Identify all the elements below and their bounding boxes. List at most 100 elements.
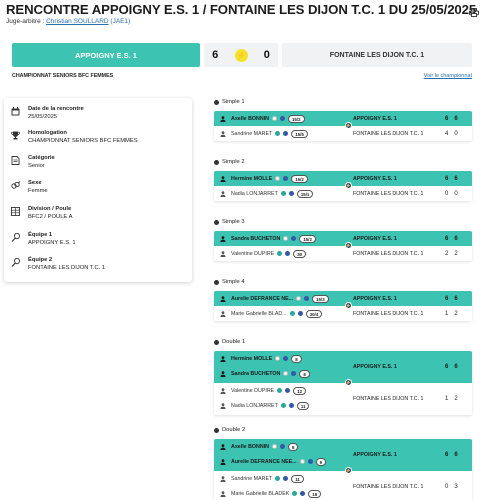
set-score: 2 — [454, 310, 458, 317]
away-team-banner: FONTAINE LES DIJON T.C. 1 — [282, 43, 472, 67]
status-dot — [275, 356, 281, 361]
lightning-icon: ⚡ — [345, 242, 352, 249]
player-row[interactable]: Sandrine MARET 15/5 — [231, 127, 308, 140]
home-score: 6 — [212, 49, 219, 61]
team-name: APPOIGNY E.S. 1 — [353, 235, 397, 242]
info-row: Sexe Femme — [11, 180, 48, 194]
info-value: BFC2 / POULE A — [28, 214, 73, 220]
home-side: Axelle BONNIN 8 Aurelie DEFRANCE NEE... 9 AP… — [214, 439, 472, 471]
ranking-badge: 8 — [287, 442, 299, 451]
view-championship-link[interactable]: Voir le championnat — [423, 73, 472, 79]
printer-icon[interactable] — [469, 8, 479, 17]
player-name[interactable]: Valentine DUPIRE — [231, 250, 275, 257]
lightning-icon: ⚡ — [345, 182, 352, 189]
club-dot — [288, 191, 294, 196]
match-card[interactable]: Hermine MOLLE 15/2 APPOIGNY E.S. 1 6 6 Nadia … — [214, 171, 472, 201]
status-dot — [271, 444, 277, 449]
player-icon — [220, 370, 226, 377]
player-row[interactable]: Sandrine MARET 11 — [231, 472, 304, 485]
player-row[interactable]: Axelle BONNIN 8 — [231, 440, 299, 453]
tennis-ball-icon — [214, 279, 219, 285]
player-row[interactable]: Aurelie DEFRANCE NE... 15/3 — [231, 292, 329, 305]
status-dot — [299, 459, 305, 464]
set-score: 6 — [454, 364, 458, 370]
player-row[interactable]: Marie Gabrielle BLAD... 30/4 — [231, 307, 323, 320]
team-name: FONTAINE LES DIJON T.C. 1 — [353, 484, 424, 490]
info-label: Catégorie — [28, 155, 55, 161]
status-dot — [275, 476, 281, 481]
set-score: 2 — [454, 396, 458, 402]
player-row[interactable]: Axelle BONNIN 15/2 — [231, 112, 305, 125]
set-score: 6 — [445, 175, 449, 182]
score-box: 6 ⚡ 0 — [204, 43, 278, 67]
player-name[interactable]: Nadia LONJARRET — [231, 402, 278, 409]
ranking-badge: 30 — [293, 249, 307, 258]
player-icon — [220, 130, 226, 137]
match-card[interactable]: Axelle BONNIN 8 Aurelie DEFRANCE NEE... 9 AP… — [214, 439, 472, 500]
match-title: Simple 4 — [214, 277, 245, 287]
player-row[interactable]: Nadia LONJARRET 15/1 — [231, 187, 314, 200]
team-name: APPOIGNY E.S. 1 — [353, 175, 397, 182]
player-name[interactable]: Hermine MOLLE — [231, 175, 273, 182]
match-card[interactable]: Hermine MOLLE 8 Sandra BUCHETON 8 APPOIGNY E… — [214, 351, 472, 415]
player-name[interactable]: Axelle BONNIN — [231, 443, 269, 450]
info-text: Catégorie Senior — [28, 155, 55, 169]
player-row[interactable]: Aurelie DEFRANCE NEE... 9 — [231, 455, 327, 468]
lightning-icon: ⚡ — [234, 48, 248, 62]
player-name[interactable]: Aurelie DEFRANCE NE... — [231, 295, 294, 302]
set-score: 6 — [454, 295, 458, 302]
document-icon — [11, 156, 20, 165]
player-name[interactable]: Marie Gabrielle BLADEK — [231, 490, 290, 497]
ranking-badge: 15/2 — [299, 234, 316, 243]
player-name[interactable]: Sandrine MARET — [231, 130, 273, 137]
referee-class: (JAE1) — [110, 18, 131, 25]
ranking-badge: 16 — [308, 489, 322, 498]
info-label: Division / Poule — [28, 206, 72, 212]
match-card[interactable]: Sandra BUCHETON 15/2 APPOIGNY E.S. 1 6 6 Vale… — [214, 231, 472, 261]
match-title-text: Simple 1 — [222, 99, 245, 105]
club-dot — [279, 116, 285, 121]
player-name[interactable]: Aurelie DEFRANCE NEE... — [231, 458, 297, 465]
info-label: Sexe — [28, 180, 42, 186]
team-name: APPOIGNY E.S. 1 — [353, 115, 397, 122]
referee-name-link[interactable]: Christian SOULLARD — [46, 18, 109, 25]
player-icon — [220, 295, 226, 302]
match-title-text: Double 2 — [222, 427, 246, 433]
set-score: 0 — [445, 190, 449, 197]
bracket-icon — [11, 207, 20, 216]
player-name[interactable]: Sandra BUCHETON — [231, 370, 281, 377]
info-value: APPOIGNY E.S. 1 — [28, 240, 76, 246]
status-dot — [280, 191, 286, 196]
info-row: Division / Poule BFC2 / POULE A — [11, 206, 72, 220]
player-row[interactable]: Sandra BUCHETON 15/2 — [231, 232, 316, 245]
player-row[interactable]: Valentine DUPIRE 30 — [231, 247, 307, 260]
tennis-ball-icon — [214, 219, 219, 225]
player-row[interactable]: Hermine MOLLE 15/2 — [231, 172, 308, 185]
player-row[interactable]: Nadia LONJARRET 11 — [231, 399, 310, 412]
status-dot — [283, 236, 289, 241]
player-row[interactable]: Valentine DUPIRE 12 — [231, 384, 307, 397]
ranking-badge: 30/4 — [305, 309, 323, 318]
player-row[interactable]: Hermine MOLLE 8 — [231, 352, 302, 365]
info-label: Homologation — [28, 130, 67, 136]
player-name[interactable]: Hermine MOLLE — [231, 355, 273, 362]
player-name[interactable]: Nadia LONJARRET — [231, 190, 278, 197]
match-card[interactable]: Axelle BONNIN 15/2 APPOIGNY E.S. 1 6 6 Sandri… — [214, 111, 472, 141]
player-name[interactable]: Marie Gabrielle BLAD... — [231, 310, 287, 317]
player-row[interactable]: Marie Gabrielle BLADEK 16 — [231, 487, 322, 500]
match-card[interactable]: Aurelie DEFRANCE NE... 15/3 APPOIGNY E.S. … — [214, 291, 472, 321]
player-name[interactable]: Valentine DUPIRE — [231, 387, 275, 394]
player-icon — [220, 458, 226, 465]
status-dot — [283, 371, 289, 376]
player-name[interactable]: Sandrine MARET — [231, 475, 273, 482]
player-name[interactable]: Sandra BUCHETON — [231, 235, 281, 242]
player-row[interactable]: Sandra BUCHETON 8 — [231, 367, 310, 380]
player-name[interactable]: Axelle BONNIN — [231, 115, 269, 122]
status-dot — [271, 116, 277, 121]
info-label: Date de la rencontre — [28, 106, 84, 112]
info-value: Femme — [28, 188, 48, 194]
